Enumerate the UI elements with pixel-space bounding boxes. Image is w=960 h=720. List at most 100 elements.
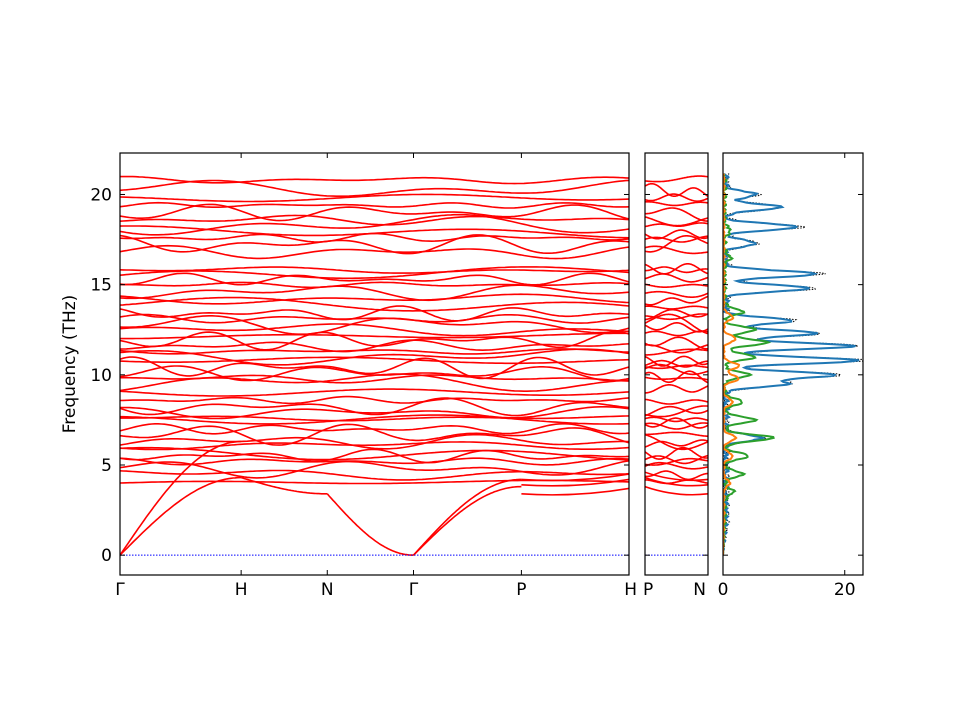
band-line [120, 272, 629, 286]
band-line [120, 201, 629, 209]
band-line [120, 266, 629, 280]
segment-band-line [645, 266, 708, 274]
y-tick-label: 15 [90, 276, 112, 296]
band-panel-frame [119, 152, 630, 576]
dos-curves [723, 172, 863, 556]
segment-band-line [645, 398, 708, 405]
band-line [120, 330, 629, 351]
segment-band-line [645, 183, 708, 198]
x-tick-label: H [235, 580, 248, 600]
segment-band-line [645, 283, 708, 288]
dos-panel: 0 20 [718, 152, 864, 600]
acoustic-branch [326, 493, 414, 556]
dos-series-green [723, 173, 775, 556]
low-branch [521, 487, 629, 496]
x-tick-label: Γ [409, 580, 419, 600]
segment-band-line [645, 405, 708, 418]
segment-band-line [645, 364, 708, 370]
segment-low-branch [645, 485, 708, 496]
band-line [120, 323, 629, 337]
segment-y-ticks [645, 193, 708, 556]
band-line [120, 433, 629, 450]
segment-band-line [645, 363, 708, 376]
segment-low-branch [645, 476, 708, 487]
low-branch [521, 478, 629, 487]
dos-series-blue [723, 172, 860, 556]
band-structure-panel: 0 5 10 15 20 Γ H N Γ P H Frequency (THz) [60, 152, 637, 600]
segment-x-label: N [693, 580, 706, 600]
segment-band-line [645, 454, 708, 465]
band-line [120, 446, 629, 461]
band-line [120, 415, 629, 422]
segment-panel-frame [644, 152, 709, 576]
band-line [120, 193, 629, 203]
dos-x-tick-label: 0 [718, 580, 729, 600]
y-tick-label: 5 [101, 456, 112, 476]
acoustic-branch [412, 478, 522, 556]
segment-band-line [645, 370, 708, 384]
segment-band-line [645, 355, 708, 367]
y-tick-label: 10 [90, 366, 112, 386]
band-line [120, 414, 629, 425]
segment-band-line [645, 245, 708, 255]
band-line [120, 232, 629, 243]
acoustic-branch [412, 485, 522, 556]
segment-band-line [645, 405, 708, 417]
segment-band-line [645, 470, 708, 481]
band-line [120, 423, 629, 435]
band-line [120, 179, 629, 197]
segment-band-line [645, 359, 708, 368]
segment-band-line [645, 416, 708, 423]
x-tick-label: Γ [115, 580, 125, 600]
segment-band-line [645, 348, 708, 356]
band-line [120, 448, 629, 464]
band-line [120, 293, 629, 305]
segment-band-line [645, 431, 708, 438]
band-line [120, 244, 629, 260]
x-tick-label: P [516, 580, 526, 600]
x-tick-label: H [624, 580, 637, 600]
acoustic-branch [120, 476, 242, 556]
band-line [120, 214, 629, 226]
y-axis: 0 5 10 15 20 [90, 185, 629, 566]
band-line [120, 395, 629, 405]
band-line [120, 305, 629, 322]
segment-band-line [645, 290, 708, 298]
segment-band-line [645, 207, 708, 222]
band-line [120, 284, 629, 302]
band-line [120, 441, 629, 451]
segment-band-line [645, 439, 708, 448]
segment-band-line [645, 384, 708, 394]
band-line [120, 469, 629, 481]
band-line [120, 332, 629, 340]
segment-band-line [645, 376, 708, 381]
band-line [120, 406, 629, 420]
segment-band-line [645, 295, 708, 306]
acoustic-branch [120, 440, 242, 556]
dos-x-tick-label: 20 [834, 580, 856, 600]
segment-band-line [645, 322, 708, 333]
segment-band-line [645, 273, 708, 283]
band-line [120, 175, 629, 185]
y-axis-title: Frequency (THz) [60, 295, 80, 434]
segment-band-line [645, 229, 708, 240]
segment-band-line [645, 308, 708, 321]
x-tick-label: N [321, 580, 334, 600]
segment-band-lines [645, 175, 708, 556]
dos-panel-frame [722, 152, 864, 576]
dos-y-ticks [723, 193, 863, 556]
y-tick-label: 0 [101, 546, 112, 566]
band-line [120, 460, 629, 479]
segment-band-line [645, 313, 708, 321]
segment-band-line [645, 422, 708, 430]
segment-band-line [645, 263, 708, 275]
band-line [120, 266, 629, 274]
segment-band-line [645, 461, 708, 470]
band-line [120, 397, 629, 417]
segment-low-branch [645, 471, 708, 482]
band-line [120, 348, 629, 355]
segment-x-label: P [643, 580, 653, 600]
